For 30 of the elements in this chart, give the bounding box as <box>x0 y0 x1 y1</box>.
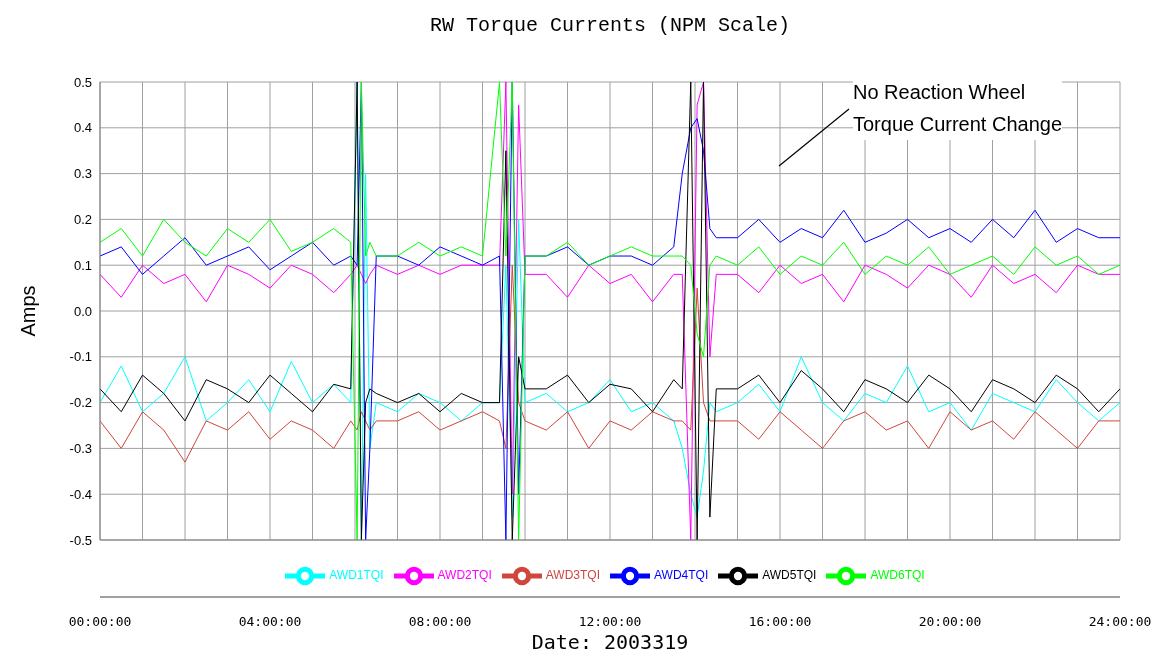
legend-label: AWD2TQI <box>437 568 492 583</box>
legend-label: AWD1TQI <box>329 568 384 583</box>
y-tick-label: 0.5 <box>73 74 92 90</box>
y-tick-label: -0.1 <box>69 349 92 365</box>
chart-title: RW Torque Currents (NPM Scale) <box>428 14 792 37</box>
y-tick-label: -0.4 <box>69 486 92 502</box>
y-tick-label: -0.2 <box>69 395 92 411</box>
y-tick-label: 0.4 <box>73 120 92 136</box>
line-series <box>100 82 1120 540</box>
y-tick-label: 0.1 <box>73 257 92 273</box>
line-series <box>100 264 1120 463</box>
x-tick-label: 20:00:00 <box>918 614 982 629</box>
legend-label: AWD6TQI <box>870 568 925 583</box>
x-axis-title: Date: 2003319 <box>530 630 690 654</box>
y-tick-label: 0.2 <box>73 212 92 228</box>
x-tick-label: 16:00:00 <box>748 614 812 629</box>
x-tick-label: 08:00:00 <box>408 614 472 629</box>
legend-label: AWD3TQI <box>545 568 600 583</box>
x-tick-label: 04:00:00 <box>238 614 302 629</box>
y-tick-label: 0.3 <box>73 166 92 182</box>
y-axis-title: Amps <box>17 285 40 337</box>
x-tick-label: 12:00:00 <box>578 614 642 629</box>
legend-label: AWD4TQI <box>654 568 709 583</box>
x-tick-label: 24:00:00 <box>1088 614 1152 629</box>
x-tick-label: 00:00:00 <box>68 614 132 629</box>
y-tick-label: 0.0 <box>73 303 92 319</box>
legend-label: AWD5TQI <box>762 568 817 583</box>
y-tick-label: -0.5 <box>69 532 92 548</box>
annotation: No Reaction Wheel Torque Current Change <box>853 76 1063 140</box>
y-tick-label: -0.3 <box>69 441 92 457</box>
